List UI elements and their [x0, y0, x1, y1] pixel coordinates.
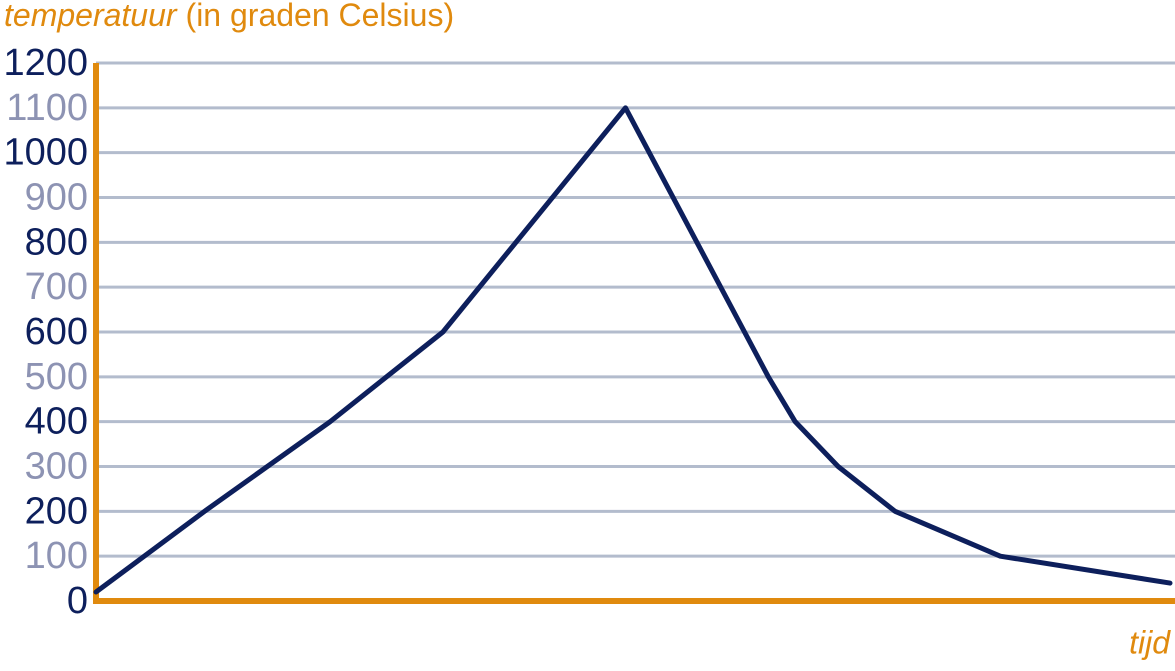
y-tick-label: 900	[25, 177, 88, 219]
y-tick-label: 600	[25, 311, 88, 353]
y-tick-label: 1200	[3, 42, 88, 84]
y-tick-label: 800	[25, 221, 88, 263]
y-tick-label: 400	[25, 401, 88, 443]
y-tick-label: 500	[25, 356, 88, 398]
y-axis-label: temperatuur (in graden Celsius)	[4, 0, 454, 33]
y-tick-label: 0	[67, 580, 88, 622]
y-axis-label-rest: (in graden Celsius)	[186, 0, 455, 33]
x-axis-label: tijd	[1129, 624, 1171, 660]
y-axis-label-emphasis: temperatuur	[4, 0, 178, 33]
y-tick-label: 1100	[6, 87, 88, 129]
y-tick-label: 700	[25, 266, 88, 308]
line	[93, 105, 1173, 595]
y-tick-label: 300	[25, 446, 88, 488]
y-tick-label: 100	[25, 535, 88, 577]
y-tick-label: 200	[25, 490, 88, 532]
y-tick-label: 1000	[3, 132, 88, 174]
